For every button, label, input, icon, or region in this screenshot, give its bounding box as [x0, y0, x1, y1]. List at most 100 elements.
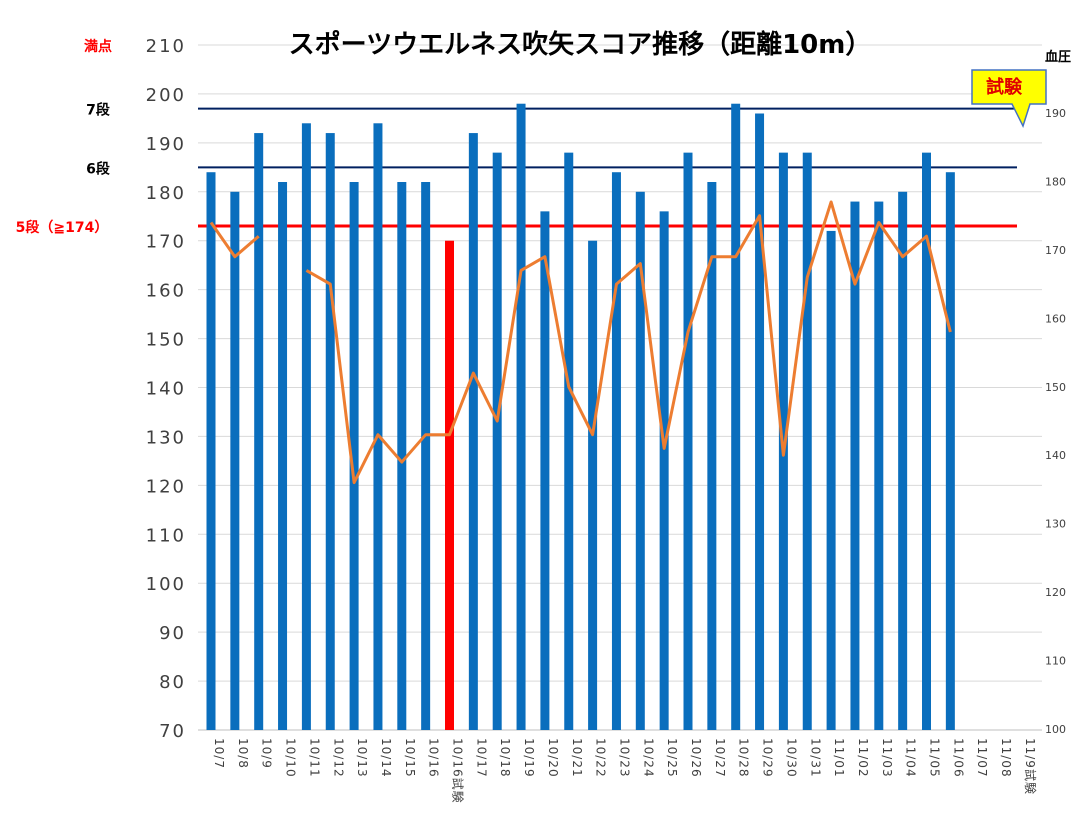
x-tick-label: 10/30: [784, 738, 798, 778]
bar: [325, 133, 335, 731]
x-tick-label: 10/13: [355, 738, 369, 778]
y-tick-label: 100: [146, 574, 186, 595]
left-axis-ticks: 70 80 90 100 110 120 130 140 150 160 170 180 190 200 2…: [146, 36, 186, 742]
y-tick-label: 180: [146, 183, 186, 204]
bar: [635, 191, 645, 731]
x-axis-ticks: 10/7 10/8 10/9 10/10 10/11 10/12 10/13 10/14 10/…: [212, 738, 1038, 804]
x-tick-label: 11/04: [904, 738, 918, 778]
x-tick-label: 11/05: [928, 738, 942, 778]
y-tick-label: 190: [146, 134, 186, 155]
bar: [945, 172, 955, 730]
x-tick-label: 10/29: [761, 738, 775, 778]
bar: [731, 103, 741, 730]
x-tick-label: 10/27: [713, 738, 727, 778]
right-axis-ticks: 100 110 120 130 140 150 160 170 180 190: [1045, 107, 1066, 736]
bar: [206, 172, 216, 730]
reference-lines: [198, 107, 1017, 228]
x-tick-label: 10/9: [260, 738, 274, 769]
test-callout: 試験: [971, 69, 1047, 128]
bar: [373, 123, 383, 731]
reference-label: 5段（≧174）: [16, 219, 109, 236]
bar: [922, 152, 931, 731]
bar: [516, 103, 526, 730]
x-tick-label: 10/14: [379, 738, 393, 778]
x-tick-label: 10/16: [427, 738, 441, 778]
x-tick-label: 11/06: [951, 738, 965, 778]
x-tick-label: 10/31: [808, 738, 822, 778]
bar: [850, 201, 860, 731]
x-tick-label: 10/10: [284, 738, 298, 778]
bar: [540, 211, 550, 730]
x-tick-label: 10/8: [236, 738, 250, 769]
bar: [421, 182, 431, 730]
bar: [254, 133, 264, 731]
y2-tick-label: 170: [1045, 244, 1066, 257]
bar-test: [445, 240, 454, 730]
bar: [278, 182, 288, 730]
bar: [826, 230, 836, 730]
y-tick-label: 160: [146, 281, 186, 302]
x-tick-label: 11/01: [832, 738, 846, 778]
y2-tick-label: 100: [1045, 723, 1066, 736]
reference-label: 7段: [86, 102, 110, 119]
y2-tick-label: 140: [1045, 449, 1066, 462]
x-tick-label: 10/16試験: [451, 738, 466, 804]
y-tick-label: 130: [146, 427, 186, 448]
bar: [802, 152, 812, 731]
x-tick-label: 10/18: [498, 738, 512, 778]
bar: [755, 113, 765, 730]
y-tick-label: 80: [159, 672, 186, 693]
y-tick-label: 150: [146, 330, 186, 351]
x-tick-label: 11/9試験: [1023, 738, 1038, 795]
bar: [564, 152, 574, 731]
bar: [349, 182, 359, 730]
y2-tick-label: 150: [1045, 381, 1066, 394]
x-tick-label: 10/17: [474, 738, 488, 778]
chart-title: スポーツウエルネス吹矢スコア推移（距離10m）: [289, 29, 872, 60]
right-axis-label: 血圧: [1045, 49, 1071, 65]
x-tick-label: 11/02: [856, 738, 870, 778]
line-series: [209, 200, 952, 485]
bar: [611, 172, 621, 730]
y2-tick-label: 160: [1045, 312, 1066, 325]
bar: [874, 201, 884, 731]
y2-tick-label: 120: [1045, 586, 1066, 599]
x-tick-label: 10/25: [665, 738, 679, 778]
bar: [468, 133, 478, 731]
bar: [492, 152, 502, 731]
x-tick-label: 10/22: [594, 738, 608, 778]
x-tick-label: 10/24: [641, 738, 655, 778]
line-segment: [305, 200, 952, 485]
reference-label: 6段: [86, 160, 110, 177]
x-tick-label: 10/11: [307, 738, 321, 778]
bar: [659, 211, 669, 730]
y2-tick-label: 180: [1045, 175, 1066, 188]
bar: [397, 182, 407, 730]
x-tick-label: 10/26: [689, 738, 703, 778]
y-tick-label: 120: [146, 476, 186, 497]
bar: [898, 191, 908, 731]
line-segment: [209, 221, 260, 259]
y2-tick-label: 130: [1045, 518, 1066, 531]
reference-label: 満点: [84, 38, 112, 55]
x-tick-label: 10/15: [403, 738, 417, 778]
y-tick-label: 210: [146, 36, 186, 57]
y-tick-label: 110: [146, 525, 186, 546]
x-tick-label: 10/20: [546, 738, 560, 778]
y-tick-label: 140: [146, 379, 186, 400]
x-tick-label: 10/28: [737, 738, 751, 778]
x-tick-label: 10/23: [617, 738, 631, 778]
y2-tick-label: 190: [1045, 107, 1066, 120]
bar: [301, 123, 311, 731]
x-tick-label: 10/21: [570, 738, 584, 778]
x-tick-label: 10/19: [522, 738, 536, 778]
y-tick-label: 200: [146, 85, 186, 106]
x-tick-label: 10/7: [212, 738, 226, 769]
callout-label: 試験: [986, 76, 1023, 98]
bar: [683, 152, 693, 731]
bar: [707, 182, 717, 730]
reference-labels: 満点 7段 6段 5段（≧174）: [16, 38, 112, 236]
y-tick-label: 70: [159, 721, 186, 742]
bar: [588, 240, 598, 730]
